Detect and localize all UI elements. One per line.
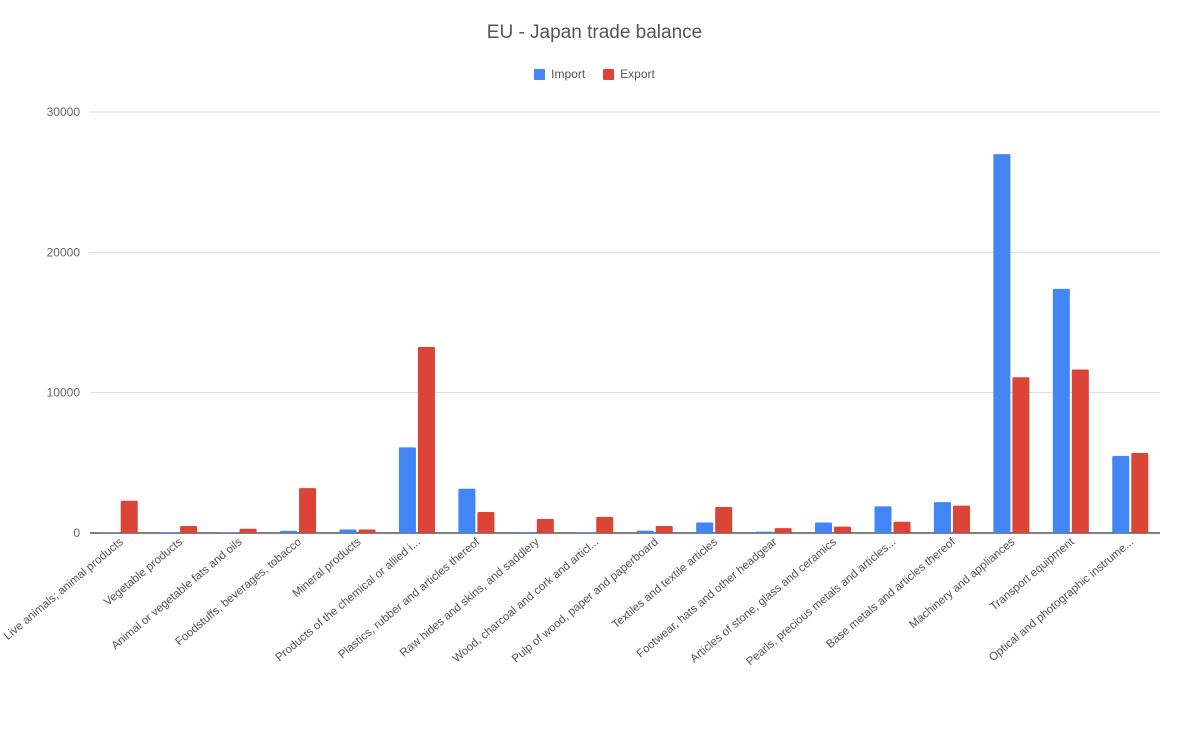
bar-import [993,154,1011,533]
x-tick-label: Textiles and textile articles [610,536,720,631]
bar-export [834,526,852,533]
bar-export [596,516,614,533]
x-tick-label: Foodstuffs, beverages, tobacco [174,536,304,648]
bar-import [220,532,238,533]
x-tick-label: Base metals and articles thereof [824,536,958,651]
bar-import [755,531,773,533]
y-tick-label: 0 [73,526,80,540]
bar-import [101,532,119,533]
bar-import [815,522,833,533]
bar-export [120,500,138,533]
bar-import [458,488,476,533]
bar-import [1052,288,1070,533]
bar-export [299,488,317,533]
bar-export [715,507,733,533]
bar-export [536,518,554,533]
bar-export [180,525,198,533]
bar-import [280,530,298,533]
legend-label-export: Export [620,67,655,81]
x-tick-label: Machinery and appliances [907,536,1017,631]
bar-export [893,521,911,533]
legend-label-import: Import [551,67,586,81]
legend-swatch-import [534,68,546,80]
legend: Import Export [0,67,1189,81]
bar-import [933,502,951,533]
bar-export [358,529,376,533]
bar-import [339,529,357,533]
bar-import [696,522,714,533]
bar-export [655,525,673,533]
legend-swatch-export [603,68,615,80]
bar-export [952,505,970,533]
x-tick-label: Live animals; animal products [2,536,126,643]
bar-import [161,532,179,533]
legend-item-import[interactable]: Import [534,67,585,81]
y-tick-label: 30000 [47,105,81,119]
bar-export [1131,453,1149,533]
bar-import [577,532,595,533]
bar-export [1012,377,1030,533]
bar-import [517,532,535,533]
y-tick-label: 20000 [47,245,81,259]
chart-title: EU - Japan trade balance [486,22,703,43]
bar-export [477,511,495,533]
bar-export [1071,369,1089,533]
bar-import [1112,455,1130,533]
legend-item-export[interactable]: Export [603,67,655,81]
bar-import [636,530,654,533]
bar-export [239,528,257,533]
bar-import [874,506,892,533]
x-tick-label: Animal or vegetable fats and oils [109,536,244,652]
bar-export [774,528,792,533]
y-tick-label: 10000 [47,386,81,400]
bar-export [417,347,435,533]
bar-import [398,447,416,533]
